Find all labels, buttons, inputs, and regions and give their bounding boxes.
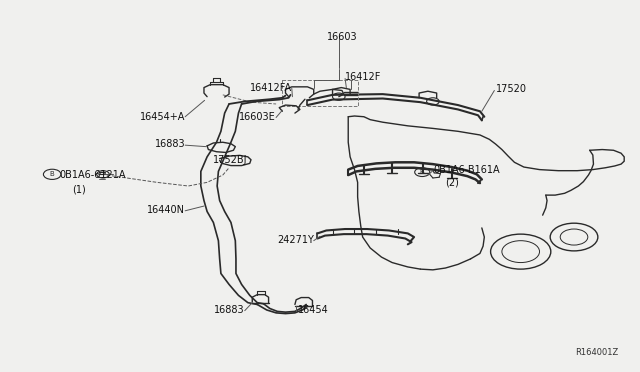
- Text: R164001Z: R164001Z: [575, 348, 618, 357]
- Text: 17520: 17520: [495, 84, 527, 94]
- Text: 16454: 16454: [298, 305, 329, 315]
- Text: 0B1A6-6121A: 0B1A6-6121A: [60, 170, 126, 180]
- Text: 16440N: 16440N: [147, 205, 185, 215]
- Text: 16603: 16603: [326, 32, 357, 42]
- Text: 16412FA: 16412FA: [250, 83, 292, 93]
- Text: 16412F: 16412F: [345, 72, 381, 81]
- Text: B: B: [50, 171, 54, 177]
- Text: 0B1A6-B161A: 0B1A6-B161A: [433, 164, 500, 174]
- Text: 16883: 16883: [154, 139, 185, 149]
- Text: 16454+A: 16454+A: [140, 112, 185, 122]
- Text: 1752BJ: 1752BJ: [213, 155, 248, 166]
- Text: (1): (1): [72, 185, 86, 195]
- Text: 16883: 16883: [214, 305, 244, 315]
- Text: 24271Y: 24271Y: [277, 235, 314, 245]
- Text: (2): (2): [445, 177, 460, 187]
- Text: B: B: [420, 169, 424, 175]
- Text: 16603E: 16603E: [239, 112, 276, 122]
